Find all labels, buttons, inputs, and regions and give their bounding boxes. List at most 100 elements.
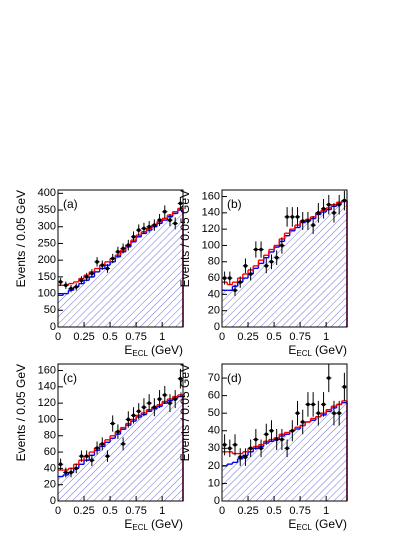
data-point	[142, 226, 146, 231]
data-point	[228, 276, 232, 280]
y-tick-label: 0	[214, 495, 220, 507]
x-axis-label-sub: ECL	[132, 523, 148, 532]
hatched-bin	[336, 404, 342, 501]
data-point	[342, 198, 347, 203]
data-point	[90, 271, 94, 276]
hatched-bin	[130, 241, 137, 327]
data-point	[254, 247, 258, 252]
data-point	[280, 243, 284, 248]
data-point	[162, 209, 167, 214]
y-axis-label: Events / 0.05 GeV	[178, 190, 192, 287]
hatched-bin	[300, 425, 306, 501]
data-point	[316, 211, 321, 215]
y-tick-label: 20	[208, 305, 220, 317]
hatched-bin	[130, 421, 137, 501]
y-tick-label: 250	[38, 237, 56, 249]
y-tick-label: 100	[38, 287, 56, 299]
data-point	[64, 470, 68, 475]
hatched-bin	[305, 421, 311, 501]
data-point	[58, 462, 63, 467]
panel-label: (b)	[227, 197, 242, 211]
data-point	[173, 221, 177, 226]
data-point	[269, 259, 274, 264]
y-tick-label: 120	[202, 223, 220, 235]
data-point	[332, 211, 336, 215]
data-point	[233, 442, 237, 447]
x-tick-label: 0.5	[102, 331, 117, 343]
x-axis-label-main: E	[124, 517, 132, 531]
y-tick-label: 60	[208, 390, 220, 402]
data-point	[84, 454, 89, 458]
data-point	[110, 421, 115, 426]
hatched-bin	[136, 417, 142, 501]
data-point	[168, 218, 172, 222]
data-point	[342, 385, 347, 389]
data-point	[147, 224, 151, 229]
y-tick-label: 120	[38, 397, 56, 409]
y-axis-label: Events / 0.05 GeV	[14, 190, 28, 287]
x-tick-label: 0.5	[266, 505, 281, 517]
data-point	[105, 454, 110, 458]
hatched-bin	[63, 474, 69, 501]
hatched-bin	[146, 230, 152, 327]
hatched-bin	[136, 236, 142, 327]
x-tick-label: 0.5	[102, 505, 117, 517]
hatched-bin	[125, 246, 131, 327]
x-tick-label: 0	[219, 331, 225, 343]
data-point	[152, 223, 157, 227]
data-point	[285, 215, 289, 219]
data-point	[173, 397, 177, 401]
data-point	[259, 247, 263, 252]
hatched-bin	[227, 290, 233, 327]
y-tick-label: 80	[44, 430, 56, 442]
hatched-bin	[78, 464, 85, 501]
y-tick-label: 350	[38, 204, 56, 216]
hatched-bin	[320, 414, 327, 501]
hatched-bin	[248, 273, 254, 327]
y-tick-label: 160	[38, 364, 56, 376]
x-tick-label: 0.75	[125, 331, 146, 343]
hatched-bin	[268, 251, 275, 327]
data-point	[74, 466, 79, 471]
hatched-bin	[310, 420, 316, 501]
data-point	[280, 437, 284, 442]
hatched-bin	[99, 268, 105, 327]
data-point	[157, 218, 162, 222]
x-axis-label-main: E	[288, 517, 296, 531]
data-point	[152, 405, 157, 410]
hatched-bin	[89, 276, 95, 327]
data-point	[337, 411, 341, 415]
data-point	[121, 246, 125, 251]
data-point	[295, 215, 300, 219]
hatched-bin	[279, 241, 285, 327]
data-point	[222, 442, 227, 447]
hatched-bin	[274, 439, 280, 501]
hatched-bin	[99, 446, 105, 501]
hatched-bin	[167, 216, 173, 327]
hatched-bin	[294, 227, 301, 327]
data-point	[274, 437, 279, 442]
x-axis-label-unit: (GeV)	[151, 517, 183, 531]
hatched-bin	[331, 206, 337, 327]
hatched-bin	[104, 442, 111, 501]
x-axis-label-sub: ECL	[296, 523, 312, 532]
hatched-bin	[73, 468, 79, 501]
hatched-bin	[151, 408, 157, 501]
data-point	[337, 202, 341, 207]
y-tick-label: 140	[38, 381, 56, 393]
hatched-bin	[78, 283, 85, 327]
hatched-bin	[242, 278, 249, 327]
data-point	[332, 411, 336, 415]
hatched-bin	[336, 203, 342, 327]
hatched-bin	[84, 460, 90, 501]
x-axis-label: EECL (GeV)	[124, 343, 183, 358]
y-tick-label: 0	[50, 321, 56, 333]
data-point	[126, 417, 131, 422]
x-tick-label: 1	[323, 505, 329, 517]
data-point	[290, 428, 295, 433]
y-tick-label: 40	[44, 462, 56, 474]
data-point	[116, 429, 120, 434]
data-point	[95, 446, 99, 450]
hatched-bin	[58, 295, 64, 327]
